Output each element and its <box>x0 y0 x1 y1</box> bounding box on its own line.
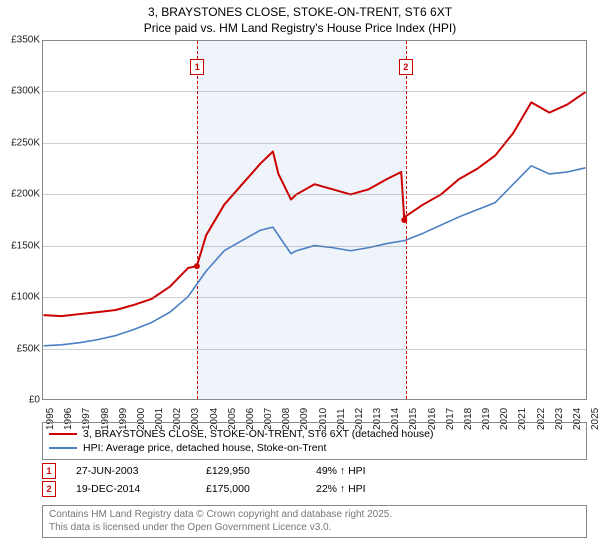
legend-row-hpi: HPI: Average price, detached house, Stok… <box>49 441 580 455</box>
event-price-2: £175,000 <box>206 483 296 495</box>
y-tick-label: £300K <box>11 86 40 97</box>
legend-label-property: 3, BRAYSTONES CLOSE, STOKE-ON-TRENT, ST6… <box>83 428 434 440</box>
y-tick-label: £250K <box>11 137 40 148</box>
y-gridline <box>42 194 587 195</box>
title-line-2: Price paid vs. HM Land Registry's House … <box>0 20 600 36</box>
transaction-dot-1 <box>194 263 200 269</box>
legend-swatch-property <box>49 433 77 435</box>
y-tick-label: £0 <box>29 395 40 406</box>
y-tick-label: £200K <box>11 189 40 200</box>
chart-svg <box>43 41 586 399</box>
title-line-1: 3, BRAYSTONES CLOSE, STOKE-ON-TRENT, ST6… <box>0 4 600 20</box>
event-row-1: 1 27-JUN-2003 £129,950 49% ↑ HPI <box>42 462 587 480</box>
event-date-2: 19-DEC-2014 <box>76 483 186 495</box>
event-date-1: 27-JUN-2003 <box>76 465 186 477</box>
events-table: 1 27-JUN-2003 £129,950 49% ↑ HPI 2 19-DE… <box>42 462 587 498</box>
series-line-property <box>44 92 586 316</box>
y-gridline <box>42 91 587 92</box>
series-line-hpi <box>44 166 586 346</box>
chart-title: 3, BRAYSTONES CLOSE, STOKE-ON-TRENT, ST6… <box>0 0 600 36</box>
event-delta-2: 22% ↑ HPI <box>316 483 366 495</box>
y-tick-label: £150K <box>11 240 40 251</box>
transaction-dot-2 <box>401 217 407 223</box>
legend-label-hpi: HPI: Average price, detached house, Stok… <box>83 442 326 454</box>
x-tick-label: 2025 <box>590 408 600 430</box>
y-gridline <box>42 143 587 144</box>
event-row-2: 2 19-DEC-2014 £175,000 22% ↑ HPI <box>42 480 587 498</box>
legend-swatch-hpi <box>49 447 77 449</box>
y-gridline <box>42 246 587 247</box>
y-gridline <box>42 349 587 350</box>
y-tick-label: £100K <box>11 292 40 303</box>
attribution-line-1: Contains HM Land Registry data © Crown c… <box>49 509 580 522</box>
legend-row-property: 3, BRAYSTONES CLOSE, STOKE-ON-TRENT, ST6… <box>49 427 580 441</box>
y-tick-label: £350K <box>11 35 40 46</box>
event-row-marker-2: 2 <box>42 481 56 497</box>
event-row-marker-1: 1 <box>42 463 56 479</box>
y-gridline <box>42 297 587 298</box>
attribution-box: Contains HM Land Registry data © Crown c… <box>42 505 587 538</box>
legend: 3, BRAYSTONES CLOSE, STOKE-ON-TRENT, ST6… <box>42 422 587 460</box>
event-delta-1: 49% ↑ HPI <box>316 465 366 477</box>
event-price-1: £129,950 <box>206 465 296 477</box>
y-tick-label: £50K <box>17 343 40 354</box>
attribution-line-2: This data is licensed under the Open Gov… <box>49 522 580 535</box>
chart-plot-area: 1 2 <box>42 40 587 400</box>
